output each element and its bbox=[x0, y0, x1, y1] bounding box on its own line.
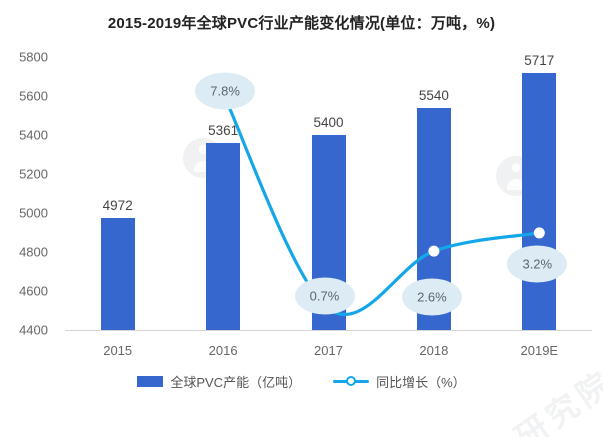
x-axis-label: 2017 bbox=[314, 343, 343, 358]
bar bbox=[100, 218, 135, 330]
chart-title: 2015-2019年全球PVC行业产能变化情况(单位：万吨，%) bbox=[107, 15, 496, 32]
x-axis-label: 2015 bbox=[103, 343, 133, 358]
bar-value-label: 4972 bbox=[102, 198, 133, 214]
bar bbox=[206, 142, 241, 330]
x-axis-label: 2016 bbox=[208, 343, 238, 358]
watermark-figure-body bbox=[194, 161, 212, 172]
growth-rate-bubble: 3.2% bbox=[507, 245, 568, 283]
y-axis-tick-label: 4800 bbox=[19, 244, 48, 260]
watermark-figure-head bbox=[198, 145, 208, 154]
legend: 全球PVC产能（亿吨） 同比增长（%） bbox=[0, 371, 603, 391]
x-axis-line bbox=[65, 330, 592, 331]
y-axis-tick-label: 5600 bbox=[19, 88, 48, 104]
bar-value-label: 5361 bbox=[208, 122, 239, 138]
legend-item-capacity[interactable]: 全球PVC产能（亿吨） bbox=[137, 372, 301, 391]
legend-line-ring-marker bbox=[346, 376, 357, 386]
legend-label: 同比增长（%） bbox=[376, 374, 466, 390]
legend-item-growth[interactable]: 同比增长（%） bbox=[333, 372, 466, 391]
x-axis-label: 2019E bbox=[520, 343, 559, 358]
bar bbox=[522, 73, 557, 330]
growth-rate-bubble: 7.8% bbox=[195, 72, 256, 110]
y-axis-tick-label: 4400 bbox=[19, 322, 48, 338]
bar-value-label: 5540 bbox=[418, 87, 449, 103]
y-axis-tick-label: 5800 bbox=[19, 49, 48, 65]
bar-value-label: 5400 bbox=[313, 115, 344, 130]
growth-line bbox=[221, 91, 541, 317]
y-axis-tick-label: 5200 bbox=[19, 166, 48, 182]
x-axis-label: 2018 bbox=[419, 343, 449, 358]
legend-line-icon bbox=[333, 375, 370, 387]
y-axis-tick-label: 5000 bbox=[19, 205, 48, 221]
growth-rate-bubble: 0.7% bbox=[294, 277, 355, 315]
y-axis-tick-label: 4600 bbox=[19, 283, 48, 299]
watermark-figure-head bbox=[511, 163, 521, 172]
legend-bar-swatch-icon bbox=[137, 375, 164, 387]
y-axis-tick-label: 5400 bbox=[19, 127, 48, 143]
watermark-text: 研究院 bbox=[508, 363, 603, 437]
legend-label: 全球PVC产能（亿吨） bbox=[170, 374, 302, 390]
growth-rate-bubble: 2.6% bbox=[401, 278, 462, 316]
bar-value-label: 5717 bbox=[524, 53, 555, 69]
